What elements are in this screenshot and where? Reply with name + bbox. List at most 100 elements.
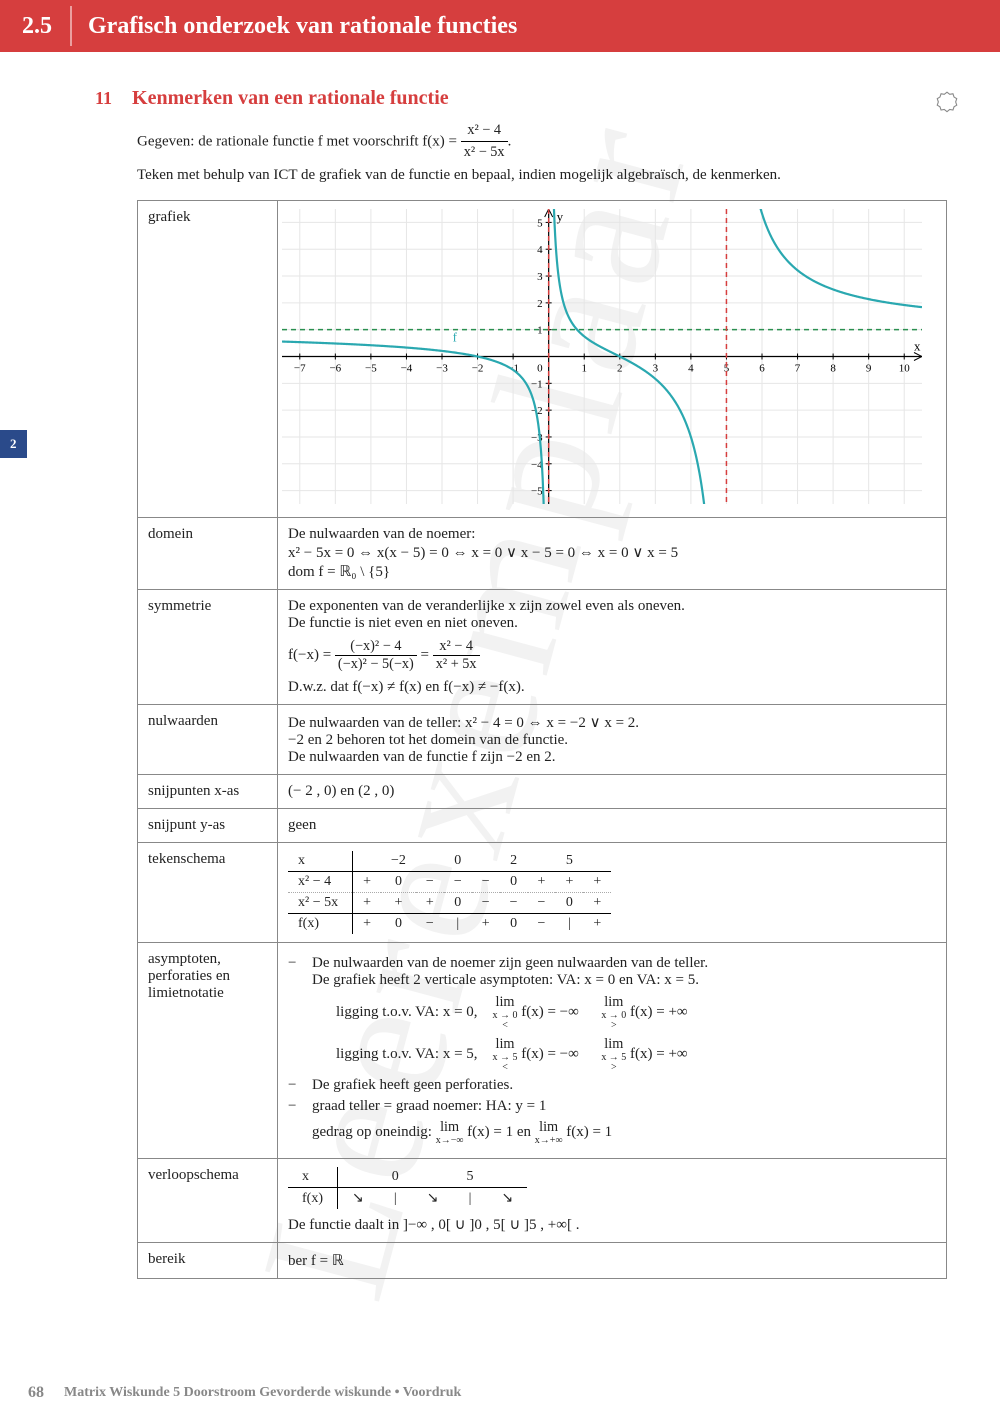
sym-frac1: (−x)² − 4 (−x)² − 5(−x) [335,638,417,673]
lim5: lim [436,1119,464,1136]
svg-text:−4: −4 [401,363,413,375]
svg-text:−6: −6 [329,363,341,375]
badge-icon [934,90,960,116]
dir0r: > [611,1020,617,1031]
sym-eq-mid: = [421,647,433,663]
asymp-b3a: graad teller = graad noemer: HA: y = 1 [312,1098,612,1115]
exercise-number: 11 [95,88,112,109]
svg-text:−3: −3 [436,363,448,375]
nul-l1: De nulwaarden van de teller: x² − 4 = 0 … [288,713,936,732]
intro-line2: Teken met behulp van ICT de grafiek van … [137,164,960,187]
svg-text:4: 4 [537,244,543,256]
lim6: lim [535,1119,563,1136]
appr-mi: x→−∞ [436,1136,464,1146]
frac-num: x² − 4 [461,120,508,142]
sym-l4: D.w.z. dat f(−x) ≠ f(x) en f(−x) ≠ −f(x)… [288,679,936,696]
lim1-val: f(x) = −∞ [517,1004,578,1020]
lim1: lim [493,994,518,1011]
row-label-tekenschema: tekenschema [138,843,278,943]
asymptoten-content: − De nulwaarden van de noemer zijn geen … [278,943,947,1159]
f2-num: x² − 4 [433,638,480,656]
svg-text:9: 9 [866,363,872,375]
dir5r: > [611,1062,617,1073]
f1-den: (−x)² − 5(−x) [335,656,417,673]
intro-fraction: x² − 4 x² − 5x [461,120,508,164]
footer: 68 Matrix Wiskunde 5 Doorstroom Gevorder… [0,1384,1000,1402]
f2-den: x² + 5x [433,656,480,673]
sym-frac2: x² − 4 x² + 5x [433,638,480,673]
lim4: lim [601,1036,626,1053]
verloop-content: x05f(x)↘|↘|↘ De functie daalt in ]−∞ , 0… [278,1159,947,1243]
nul-l3: De nulwaarden van de functie f zijn −2 e… [288,749,936,766]
frac-den: x² − 5x [461,142,508,163]
svg-text:−5: −5 [365,363,377,375]
appr-pi: x→+∞ [535,1136,563,1146]
row-label-symmetrie: symmetrie [138,590,278,705]
domein-l2: x² − 5x = 0 ⇔ x(x − 5) = 0 ⇔ x = 0 ∨ x −… [288,543,936,562]
domein-l1: De nulwaarden van de noemer: [288,526,936,543]
svg-text:−5: −5 [531,486,543,498]
svg-text:1: 1 [581,363,587,375]
snij-x-val: (− 2 , 0) en (2 , 0) [278,775,947,809]
svg-text:x: x [914,339,921,354]
domein-content: De nulwaarden van de noemer: x² − 5x = 0… [278,518,947,590]
lig5: ligging t.o.v. VA: x = 5, [336,1046,478,1062]
intro-text: Gegeven: de rationale functie f met voor… [137,120,960,186]
sym-l1: De exponenten van de veranderlijke x zij… [288,598,936,615]
verloop-table: x05f(x)↘|↘|↘ [288,1167,527,1209]
svg-text:7: 7 [795,363,801,375]
svg-text:5: 5 [537,218,543,230]
symmetrie-content: De exponenten van de veranderlijke x zij… [278,590,947,705]
row-label-nulwaarden: nulwaarden [138,705,278,775]
svg-text:−7: −7 [294,363,306,375]
asymp-label2: perforaties en [148,968,267,985]
lim2: lim [601,994,626,1011]
row-label-grafiek: grafiek [138,201,278,518]
asymp-b1a: De nulwaarden van de noemer zijn geen nu… [312,955,708,972]
lim3: lim [493,1036,518,1053]
svg-text:y: y [557,209,564,224]
row-label-domein: domein [138,518,278,590]
lim4-val: f(x) = +∞ [626,1046,687,1062]
svg-text:1: 1 [537,325,543,337]
f1-num: (−x)² − 4 [335,638,417,656]
exercise-title: Kenmerken van een rationale functie [132,87,449,110]
svg-text:−1: −1 [531,379,543,391]
asymp-b1b: De grafiek heeft 2 verticale asymptoten:… [312,972,708,989]
footer-text: Matrix Wiskunde 5 Doorstroom Gevorderde … [64,1385,461,1401]
svg-text:10: 10 [899,363,911,375]
page-number: 68 [0,1384,44,1402]
svg-text:3: 3 [653,363,659,375]
section-header: 2.5 Grafisch onderzoek van rationale fun… [0,0,1000,52]
snij-y-val: geen [278,809,947,843]
asymp-en: en [517,1124,535,1140]
svg-text:−2: −2 [472,363,484,375]
section-title: Grafisch onderzoek van rationale functie… [72,13,517,40]
graph-cell: −7−6−5−4−3−2−112345678910−5−4−3−2−112345… [278,201,947,518]
domein-l3: dom f = ℝ₀ \ {5} [288,562,936,581]
function-graph: −7−6−5−4−3−2−112345678910−5−4−3−2−112345… [282,209,922,504]
bereik-val: ber f = ℝ [278,1243,947,1279]
sym-eq-lhs: f(−x) = [288,647,335,663]
lim6-val: f(x) = 1 [562,1124,612,1140]
svg-text:2: 2 [537,298,543,310]
svg-text:0: 0 [537,363,543,375]
row-label-snij-y: snijpunt y-as [138,809,278,843]
row-label-asymptoten: asymptoten, perforaties en limietnotatie [138,943,278,1159]
properties-table: grafiek −7−6−5−4−3−2−112345678910−5−4−3−… [137,200,947,1279]
dir5l: < [502,1062,508,1073]
row-label-bereik: bereik [138,1243,278,1279]
sign-table: x−2025x² − 4+0−−−0+++x² − 5x+++0−−−0+f(x… [288,851,611,934]
row-label-snij-x: snijpunten x-as [138,775,278,809]
section-number: 2.5 [0,13,70,40]
tekenschema-content: x−2025x² − 4+0−−−0+++x² − 5x+++0−−−0+f(x… [278,843,947,943]
lim3-val: f(x) = −∞ [517,1046,578,1062]
sym-l2: De functie is niet even en niet oneven. [288,615,936,632]
intro-post: . [508,133,512,149]
asymp-b2: De grafiek heeft geen perforaties. [312,1077,513,1094]
verloop-text: De functie daalt in ]−∞ , 0[ ∪ ]0 , 5[ ∪… [288,1215,936,1234]
row-label-verloop: verloopschema [138,1159,278,1243]
asymp-label3: limietnotatie [148,985,267,1002]
svg-text:3: 3 [537,271,543,283]
nul-l2: −2 en 2 behoren tot het domein van de fu… [288,732,936,749]
